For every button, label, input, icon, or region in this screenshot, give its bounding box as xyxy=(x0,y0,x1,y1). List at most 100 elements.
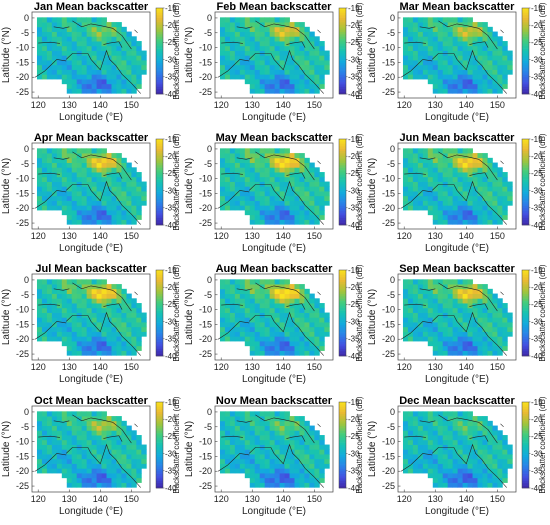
heatmap-cell xyxy=(101,473,107,479)
heatmap-cell xyxy=(437,454,444,460)
heatmap-cell xyxy=(294,322,300,328)
heatmap-cell xyxy=(437,420,444,426)
heatmap-cell xyxy=(304,425,310,431)
heatmap-cell xyxy=(86,200,93,206)
heatmap-cell xyxy=(442,341,449,347)
heatmap-cell xyxy=(412,293,419,299)
heatmap-cell xyxy=(497,444,503,450)
heatmap-cell xyxy=(224,449,231,455)
heatmap-cell xyxy=(111,430,117,436)
heatmap-cell xyxy=(121,449,127,455)
heatmap-cell xyxy=(284,439,290,445)
heatmap-cell xyxy=(422,167,429,173)
heatmap-cell xyxy=(304,45,310,51)
heatmap-cell xyxy=(462,45,468,51)
heatmap-cell xyxy=(71,331,78,337)
heatmap-cell xyxy=(309,298,315,304)
heatmap-cell xyxy=(61,317,68,323)
colorbar-tick-label: -35 xyxy=(165,204,177,213)
heatmap-cell xyxy=(284,331,290,337)
heatmap-cell xyxy=(462,317,468,323)
heatmap-cell xyxy=(482,312,488,318)
heatmap-cell xyxy=(412,463,419,469)
coastline-segment xyxy=(404,172,426,175)
heatmap-cell xyxy=(457,50,463,56)
heatmap-cell xyxy=(141,195,147,201)
heatmap-cell xyxy=(502,200,508,206)
heatmap-cell xyxy=(314,186,320,192)
heatmap-cell xyxy=(304,205,310,211)
heatmap-cell xyxy=(249,41,256,47)
heatmap-cell xyxy=(56,420,63,426)
heatmap-cell xyxy=(467,36,473,42)
heatmap-cell xyxy=(254,181,261,187)
y-tick-label: -15 xyxy=(16,57,29,67)
heatmap-cell xyxy=(437,181,444,187)
heatmap-cell xyxy=(86,157,93,163)
heatmap-cell xyxy=(81,345,88,351)
heatmap-cell xyxy=(136,214,142,220)
heatmap-cell xyxy=(264,444,271,450)
colorbar-frame xyxy=(155,7,164,95)
heatmap-cell xyxy=(111,477,117,483)
colorbar-segment xyxy=(339,74,346,78)
heatmap-cell xyxy=(51,153,58,159)
coastline-segment xyxy=(431,180,507,225)
heatmap-cell xyxy=(51,45,58,51)
heatmap-cell xyxy=(412,26,419,32)
heatmap-cell xyxy=(51,157,58,163)
heatmap-cell xyxy=(86,444,93,450)
heatmap-cell xyxy=(116,88,122,94)
heatmap-cell xyxy=(51,307,58,313)
heatmap-cell xyxy=(309,307,315,313)
heatmap-cell xyxy=(239,430,246,436)
heatmap-cell xyxy=(264,162,271,168)
heatmap-cell xyxy=(492,50,498,56)
heatmap-cell xyxy=(289,425,295,431)
heatmap-cell xyxy=(141,463,147,469)
heatmap-cell xyxy=(457,439,463,445)
colorbar-segment xyxy=(339,464,346,467)
heatmap-cell xyxy=(319,60,325,66)
colorbar-segment xyxy=(156,303,163,307)
heatmap-cell xyxy=(76,435,83,441)
heatmap-cell xyxy=(442,411,449,417)
heatmap-cell xyxy=(111,449,117,455)
colorbar-segment xyxy=(156,48,163,52)
heatmap-cell xyxy=(294,176,300,182)
coastline-segment xyxy=(500,291,504,296)
heatmap-cell xyxy=(41,186,48,192)
colorbar-segment xyxy=(156,139,163,142)
heatmap-cell xyxy=(309,45,315,51)
heatmap-cell xyxy=(61,449,68,455)
colorbar-segment xyxy=(339,284,346,288)
heatmap-cell xyxy=(284,181,290,187)
heatmap-cell xyxy=(427,153,434,159)
heatmap-cell xyxy=(284,458,290,464)
heatmap-cell xyxy=(264,69,271,75)
heatmap-cell xyxy=(407,430,414,436)
heatmap-cell xyxy=(402,458,409,464)
heatmap-cell xyxy=(56,17,63,23)
colorbar-tick-label: -25 xyxy=(531,432,543,441)
heatmap-cell xyxy=(437,279,444,285)
heatmap-cell xyxy=(239,45,246,51)
heatmap-cell xyxy=(467,312,473,318)
panel-5: 120 130 140 150 0 -5 -10 -15 -20 -25 May Mean back… xyxy=(183,131,366,262)
heatmap-cell xyxy=(462,435,468,441)
colorbar-segment xyxy=(156,79,163,83)
heatmap-cell xyxy=(254,439,261,445)
heatmap-cell xyxy=(101,435,107,441)
colorbar-segment xyxy=(339,27,346,30)
heatmap-cell xyxy=(274,31,280,37)
heatmap-cell xyxy=(477,60,483,66)
heatmap-cell xyxy=(482,88,488,94)
colorbar-segment xyxy=(339,303,346,307)
heatmap-cell xyxy=(417,322,424,328)
heatmap-cells xyxy=(219,17,330,94)
heatmap-cell xyxy=(81,425,88,431)
heatmap-cell xyxy=(66,449,73,455)
heatmap-cell xyxy=(309,195,315,201)
heatmap-cell xyxy=(487,41,493,47)
